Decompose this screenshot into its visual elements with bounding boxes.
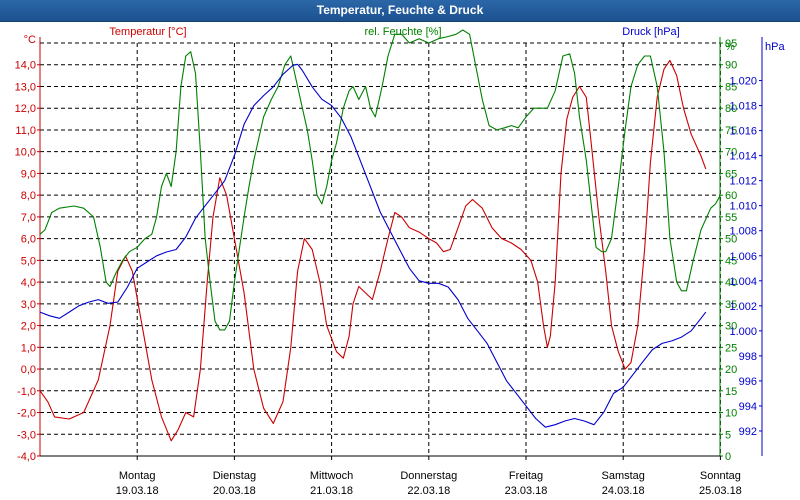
humidity-tick-label: 80 (725, 103, 737, 115)
day-label: Dienstag (213, 470, 256, 482)
day-label: Sonntag (700, 470, 741, 482)
day-label: Montag (119, 470, 156, 482)
pressure-tick-label: 1.016 (729, 126, 757, 138)
humidity-tick-label: 5 (725, 429, 731, 441)
temperature-tick-label: 7,0 (21, 212, 36, 224)
date-label: 20.03.18 (213, 485, 256, 497)
pressure-tick-label: 1.002 (729, 301, 757, 313)
temperature-tick-label: -4,0 (17, 451, 36, 463)
day-label: Mittwoch (310, 470, 353, 482)
temperature-tick-label: 13,0 (15, 81, 36, 93)
pressure-tick-label: 1.018 (729, 101, 757, 113)
day-label: Donnerstag (400, 470, 457, 482)
pressure-tick-label: 1.012 (729, 176, 757, 188)
pressure-tick-label: 996 (739, 376, 757, 388)
pressure-tick-label: 1.014 (729, 151, 757, 163)
pressure-tick-label: 994 (739, 401, 757, 413)
humidity-tick-label: 15 (725, 386, 737, 398)
temperature-tick-label: 12,0 (15, 103, 36, 115)
humidity-tick-label: 90 (725, 60, 737, 72)
date-label: 19.03.18 (116, 485, 159, 497)
pressure-tick-label: 998 (739, 351, 757, 363)
temperature-tick-label: 0,0 (21, 364, 36, 376)
temperature-tick-label: 5,0 (21, 255, 36, 267)
temperature-tick-label: 2,0 (21, 321, 36, 333)
humidity-tick-label: 10 (725, 408, 737, 420)
humidity-tick-label: 50 (725, 234, 737, 246)
humidity-tick-label: 95 (725, 38, 737, 50)
pressure-series-line (39, 63, 707, 428)
humidity-unit-label: % (725, 41, 735, 53)
pressure-tick-label: 1.004 (729, 276, 757, 288)
temperature-tick-label: -3,0 (17, 429, 36, 441)
humidity-tick-label: 35 (725, 299, 737, 311)
pressure-tick-label: 992 (739, 426, 757, 438)
title-bar (0, 0, 800, 22)
temperature-unit-label: °C (24, 34, 36, 46)
chart-title: Temperatur, Feuchte & Druck (316, 3, 484, 17)
humidity-tick-label: 25 (725, 342, 737, 354)
humidity-series-line (39, 29, 721, 331)
humidity-tick-label: 0 (725, 451, 731, 463)
date-label: 23.03.18 (505, 485, 548, 497)
humidity-tick-label: 45 (725, 255, 737, 267)
temperature-axis-title: Temperatur [°C] (109, 26, 186, 38)
day-label: Samstag (601, 470, 644, 482)
date-label: 21.03.18 (310, 485, 353, 497)
pressure-tick-label: 1.008 (729, 226, 757, 238)
pressure-tick-label: 1.006 (729, 251, 757, 263)
humidity-tick-label: 85 (725, 81, 737, 93)
temperature-tick-label: -2,0 (17, 408, 36, 420)
pressure-tick-label: 1.000 (729, 326, 757, 338)
temperature-tick-label: 10,0 (15, 147, 36, 159)
humidity-tick-label: 40 (725, 277, 737, 289)
temperature-tick-label: 6,0 (21, 234, 36, 246)
temperature-tick-label: 3,0 (21, 299, 36, 311)
humidity-tick-label: 65 (725, 168, 737, 180)
humidity-tick-label: 55 (725, 212, 737, 224)
temperature-tick-label: 1,0 (21, 342, 36, 354)
temperature-tick-label: 8,0 (21, 190, 36, 202)
humidity-tick-label: 30 (725, 321, 737, 333)
temperature-tick-label: 14,0 (15, 60, 36, 72)
date-label: 25.03.18 (699, 485, 742, 497)
pressure-axis-title: Druck [hPa] (622, 26, 679, 38)
temperature-tick-label: 11,0 (15, 125, 36, 137)
date-label: 22.03.18 (407, 485, 450, 497)
day-label: Freitag (509, 470, 543, 482)
humidity-tick-label: 70 (725, 147, 737, 159)
pressure-unit-label: hPa (765, 41, 785, 53)
pressure-tick-label: 1.010 (729, 201, 757, 213)
temperature-tick-label: -1,0 (17, 386, 36, 398)
date-label: 24.03.18 (602, 485, 645, 497)
humidity-tick-label: 20 (725, 364, 737, 376)
temperature-tick-label: 4,0 (21, 277, 36, 289)
temperature-tick-label: 9,0 (21, 168, 36, 180)
temperature-series-line (39, 59, 707, 442)
pressure-tick-label: 1.020 (729, 76, 757, 88)
humidity-tick-label: 60 (725, 190, 737, 202)
humidity-tick-label: 75 (725, 125, 737, 137)
humidity-axis-title: rel. Feuchte [%] (364, 26, 441, 38)
